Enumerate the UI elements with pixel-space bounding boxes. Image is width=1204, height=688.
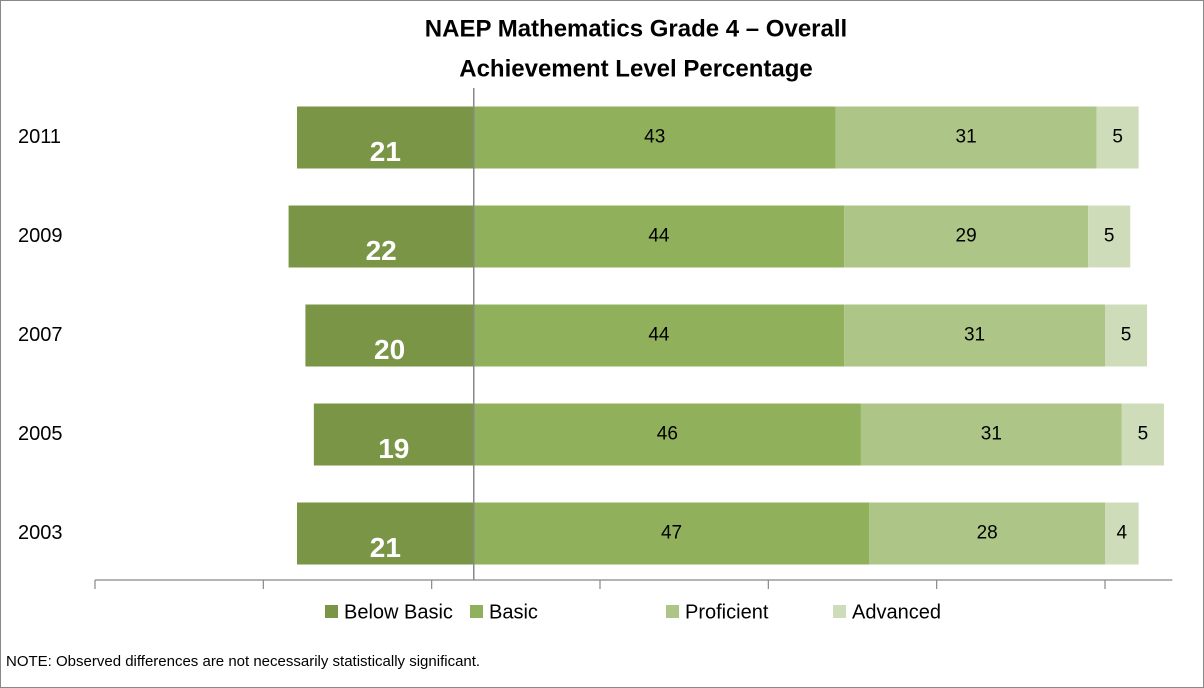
legend-swatch [325,605,338,618]
bar-segment [1121,403,1164,466]
legend-swatch [833,605,846,618]
data-label: 31 [964,325,985,346]
y-tick-label: 2005 [18,423,63,445]
legend-label: Advanced [852,601,941,623]
bar-segment [473,205,845,268]
bar-segment [297,502,474,565]
legend-label: Proficient [685,601,769,623]
data-label: 31 [981,424,1002,445]
bar-segment [313,403,474,466]
data-label: 19 [378,433,409,464]
data-label: 21 [370,136,401,167]
bar-segment [1105,502,1139,565]
data-label: 46 [657,424,678,445]
y-tick-label: 2009 [18,225,63,247]
data-label: 43 [644,127,665,148]
y-tick-label: 2007 [18,324,63,346]
bar-segment [844,304,1105,367]
data-label: 5 [1121,325,1132,346]
bar-segment [473,403,861,466]
bar-segment [860,403,1122,466]
data-label: 44 [648,325,670,346]
legend-label: Below Basic [344,601,453,623]
bar-segment [835,106,1097,169]
bar-segment [1105,304,1148,367]
bar-segment [1096,106,1139,169]
chart-title: Achievement Level Percentage [459,55,813,82]
legend-swatch [666,605,679,618]
data-label: 22 [366,235,397,266]
data-label: 47 [661,523,682,544]
data-label: 4 [1117,523,1128,544]
legend-swatch [470,605,483,618]
bar-segment [844,205,1089,268]
data-label: 21 [370,532,401,563]
note: NOTE: Observed differences are not neces… [6,653,480,670]
data-label: 20 [374,334,405,365]
data-label: 5 [1138,424,1149,445]
chart-title: NAEP Mathematics Grade 4 – Overall [425,15,847,42]
legend-label: Basic [489,601,538,623]
bar-segment [297,106,474,169]
bar-segment [473,502,870,565]
y-tick-label: 2011 [18,126,61,148]
y-tick-label: 2003 [18,522,63,544]
bar-segment [473,304,845,367]
data-label: 5 [1112,127,1123,148]
bar-segment [1088,205,1131,268]
bar-segment [473,106,836,169]
data-label: 44 [648,226,670,247]
data-label: 29 [956,226,977,247]
data-label: 28 [977,523,998,544]
bar-segment [288,205,474,268]
bar-segment [305,304,474,367]
bar-segment [869,502,1105,565]
data-label: 31 [956,127,977,148]
data-label: 5 [1104,226,1115,247]
